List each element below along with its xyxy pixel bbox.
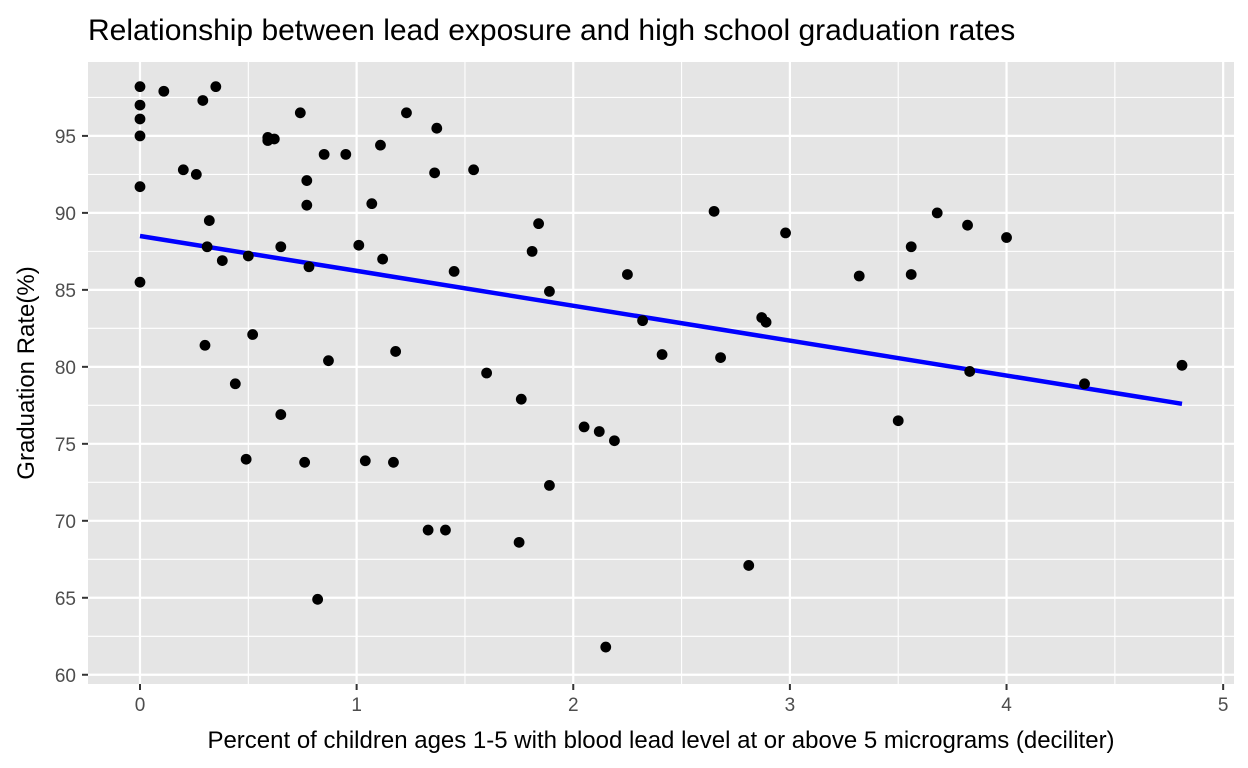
- fit-line-layer: [139, 233, 1183, 407]
- data-point: [931, 207, 943, 219]
- data-point: [301, 199, 313, 211]
- data-point: [1176, 359, 1188, 371]
- data-point: [422, 524, 434, 536]
- data-point: [637, 315, 648, 327]
- data-point: [353, 239, 365, 251]
- data-point: [780, 227, 791, 239]
- data-point: [468, 164, 480, 176]
- data-point: [340, 148, 352, 160]
- data-point: [715, 352, 726, 364]
- data-point: [229, 378, 241, 390]
- data-point: [593, 426, 605, 437]
- data-point: [240, 453, 252, 465]
- grid-lines: [88, 62, 1234, 684]
- data-point: [134, 181, 146, 193]
- data-point: [323, 355, 334, 367]
- data-point: [429, 167, 441, 179]
- data-point: [301, 175, 313, 186]
- data-point: [203, 215, 215, 226]
- data-point: [622, 269, 633, 280]
- data-point: [247, 329, 259, 340]
- data-point: [401, 107, 412, 119]
- chart-title: Relationship between lead exposure and h…: [88, 14, 1015, 47]
- x-tick-label: 2: [568, 695, 579, 716]
- data-point: [134, 99, 146, 111]
- data-point: [303, 261, 315, 273]
- data-point: [268, 133, 280, 145]
- y-tick-label: 85: [55, 281, 76, 302]
- data-point: [158, 85, 170, 97]
- data-point: [216, 255, 228, 267]
- data-point: [515, 393, 527, 405]
- data-point: [134, 81, 146, 93]
- x-tick-label: 1: [351, 695, 362, 716]
- data-point: [513, 536, 525, 548]
- y-tick-label: 80: [55, 358, 76, 379]
- x-tick-label: 0: [135, 695, 146, 716]
- data-point: [190, 168, 202, 180]
- data-point: [177, 164, 189, 176]
- data-point: [210, 81, 222, 93]
- data-point: [526, 245, 538, 257]
- data-point: [1079, 378, 1090, 390]
- data-point: [134, 276, 146, 288]
- plot-panel: [88, 62, 1234, 684]
- data-point: [197, 95, 209, 106]
- data-point: [375, 139, 386, 151]
- data-point: [892, 415, 904, 427]
- data-point: [481, 367, 493, 379]
- data-point: [366, 198, 378, 210]
- data-point: [388, 456, 399, 468]
- data-point: [134, 130, 146, 142]
- data-point: [294, 107, 306, 119]
- data-point: [377, 253, 389, 265]
- data-point: [242, 250, 254, 262]
- data-point: [964, 366, 976, 377]
- data-point: [905, 241, 917, 253]
- data-point: [201, 241, 213, 253]
- data-point: [544, 286, 555, 297]
- x-tick-label: 4: [1001, 695, 1012, 716]
- data-point: [760, 316, 772, 328]
- data-point: [578, 421, 590, 433]
- data-point: [359, 455, 371, 467]
- y-axis-title: Graduation Rate(%): [13, 266, 40, 479]
- data-point: [199, 339, 211, 351]
- data-point: [962, 219, 973, 231]
- y-tick-label: 70: [55, 512, 76, 533]
- data-point: [905, 269, 917, 280]
- data-point: [440, 524, 451, 536]
- data-point: [853, 270, 865, 282]
- regression-line: [139, 233, 1183, 407]
- y-tick-label: 90: [55, 204, 76, 225]
- data-point: [299, 456, 311, 468]
- x-tick-label: 5: [1218, 695, 1229, 716]
- y-tick-label: 65: [55, 589, 76, 610]
- data-point: [600, 641, 612, 653]
- data-point: [448, 265, 460, 277]
- data-points: [134, 81, 1188, 653]
- y-tick-label: 95: [55, 127, 76, 148]
- x-tick-label: 3: [785, 695, 796, 716]
- y-tick-label: 60: [55, 666, 76, 687]
- data-point: [656, 349, 668, 360]
- data-point: [431, 122, 443, 134]
- data-point: [544, 479, 555, 491]
- axis-ticks: 0 1 2 3 4 5 60 65 70 75 80 85 90 95: [55, 127, 1229, 716]
- y-tick-label: 75: [55, 435, 76, 456]
- data-point: [312, 593, 324, 605]
- data-point: [533, 218, 545, 230]
- data-point: [318, 148, 330, 160]
- data-point: [390, 346, 402, 357]
- data-point: [708, 205, 720, 217]
- data-point: [1001, 232, 1012, 243]
- data-point: [134, 113, 146, 125]
- data-point: [275, 409, 287, 420]
- data-point: [609, 435, 620, 447]
- data-point: [275, 241, 287, 253]
- x-axis-title: Percent of children ages 1-5 with blood …: [207, 727, 1114, 754]
- data-point: [743, 560, 755, 571]
